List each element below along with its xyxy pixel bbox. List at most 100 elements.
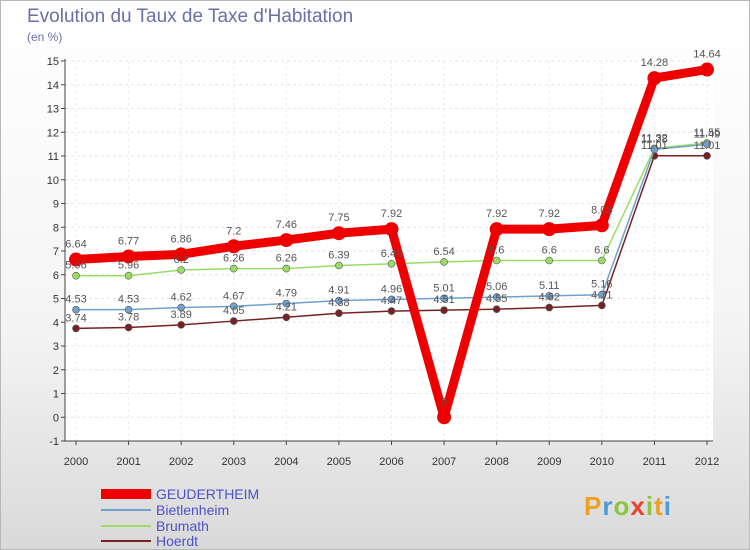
data-point-brumath (335, 261, 343, 270)
data-label-hoerdt: 4.62 (539, 292, 560, 304)
x-tick-label: 2007 (432, 456, 456, 468)
data-label-geudertheim: 6.64 (65, 239, 86, 251)
data-point-hoerdt (124, 323, 133, 332)
data-label-brumath: 11.32 (641, 132, 668, 144)
data-label-brumath: 5.96 (118, 260, 139, 272)
data-label-geudertheim: 14.64 (693, 49, 721, 61)
data-point-bietlenheim (229, 302, 238, 311)
y-tick-label: 10 (47, 175, 59, 187)
data-label-bietlenheim: 4.62 (170, 292, 191, 304)
data-label-geudertheim: 6.86 (170, 233, 191, 245)
logo-letter: x (630, 491, 646, 521)
y-tick-label: 9 (53, 199, 59, 211)
data-label-bietlenheim: 4.53 (118, 294, 139, 306)
data-label-hoerdt: 11.01 (694, 140, 721, 152)
data-label-brumath: 6.6 (594, 245, 609, 257)
legend-label-geudertheim: GEUDERTHEIM (156, 486, 259, 502)
data-point-bietlenheim (492, 293, 501, 301)
data-label-geudertheim: 7.92 (381, 208, 402, 220)
data-point-geudertheim (489, 222, 504, 237)
data-point-bietlenheim (177, 303, 185, 312)
logo-letter: i (645, 491, 655, 521)
data-label-geudertheim: 6.77 (118, 235, 139, 247)
data-label-hoerdt: 3.89 (170, 309, 191, 321)
y-axis-unit: (en %) (27, 30, 63, 44)
data-point-brumath (492, 256, 501, 265)
y-tick-label: 8 (53, 222, 59, 234)
x-tick-label: 2002 (169, 456, 193, 468)
y-tick-label: 15 (47, 56, 59, 68)
y-tick-label: 11 (48, 151, 59, 163)
y-tick-label: 4 (53, 317, 59, 329)
data-label-brumath: 6.2 (174, 254, 189, 266)
data-label-brumath: 6.6 (542, 245, 557, 257)
x-tick-label: 2009 (537, 456, 561, 468)
data-point-hoerdt (335, 309, 343, 318)
data-label-brumath: 6.39 (328, 249, 349, 261)
x-tick-label: 2012 (695, 456, 719, 468)
data-point-geudertheim (384, 222, 399, 237)
data-point-hoerdt (177, 321, 185, 329)
logo-letter: P (584, 491, 603, 521)
data-label-brumath: 6.26 (223, 253, 244, 265)
data-point-bietlenheim (650, 145, 659, 154)
data-label-hoerdt: 3.78 (118, 311, 139, 323)
data-label-hoerdt: 4.21 (276, 301, 297, 313)
y-tick-label: 0 (53, 412, 59, 424)
y-tick-label: 7 (53, 246, 59, 258)
data-label-bietlenheim: 4.53 (65, 294, 86, 306)
data-label-brumath: 6.46 (381, 248, 402, 260)
data-label-brumath: 6.54 (433, 246, 454, 258)
data-point-brumath (440, 258, 448, 266)
data-point-brumath (387, 260, 396, 268)
data-label-bietlenheim: 4.67 (223, 290, 244, 302)
data-point-geudertheim (174, 247, 189, 262)
x-tick-label: 2000 (64, 456, 88, 468)
legend-label-brumath: Brumath (156, 518, 209, 534)
data-label-geudertheim: 8.08 (591, 204, 612, 216)
x-tick-label: 2010 (590, 456, 614, 468)
y-tick-label: -1 (49, 436, 59, 448)
data-label-bietlenheim: 4.91 (328, 285, 349, 297)
x-tick-label: 2006 (379, 456, 403, 468)
logo-letter: o (613, 491, 631, 521)
plot-area (65, 59, 713, 441)
proxiti-logo: Proxiti (584, 491, 672, 522)
y-tick-label: 6 (53, 270, 59, 282)
data-point-hoerdt (387, 307, 396, 315)
data-label-geudertheim: 7.92 (539, 208, 560, 220)
data-label-hoerdt: 11.01 (641, 140, 668, 152)
data-point-hoerdt (282, 313, 291, 322)
data-point-brumath (545, 256, 554, 265)
data-label-brumath: 6.26 (276, 253, 297, 265)
data-point-geudertheim (542, 222, 557, 237)
data-point-brumath (124, 271, 133, 280)
data-point-geudertheim (331, 226, 346, 241)
logo-letter: i (663, 491, 672, 521)
data-label-geudertheim: 0 (441, 396, 447, 408)
data-point-brumath (282, 264, 291, 273)
data-point-geudertheim (226, 239, 241, 254)
data-label-hoerdt: 3.74 (65, 312, 86, 324)
data-label-bietlenheim: 5.16 (591, 279, 612, 291)
data-point-bietlenheim (335, 296, 343, 305)
data-point-bietlenheim (703, 140, 711, 149)
data-label-hoerdt: 4.38 (328, 297, 349, 309)
data-point-bietlenheim (124, 305, 133, 314)
data-label-hoerdt: 4.51 (433, 294, 454, 306)
data-point-geudertheim (279, 233, 294, 248)
data-point-brumath (598, 256, 606, 265)
y-tick-label: 5 (53, 294, 59, 306)
data-point-brumath (72, 271, 80, 280)
data-point-brumath (229, 264, 238, 273)
data-point-bietlenheim (545, 292, 554, 300)
legend-label-bietlenheim: Bietlenheim (156, 502, 229, 518)
data-point-bietlenheim (598, 290, 606, 299)
data-label-bietlenheim: 11.49 (694, 128, 721, 140)
data-label-geudertheim: 7.46 (276, 219, 297, 231)
x-tick-label: 2011 (643, 456, 667, 468)
data-point-geudertheim (700, 62, 714, 77)
data-label-brumath: 11.55 (694, 127, 721, 139)
x-tick-label: 2004 (274, 456, 298, 468)
